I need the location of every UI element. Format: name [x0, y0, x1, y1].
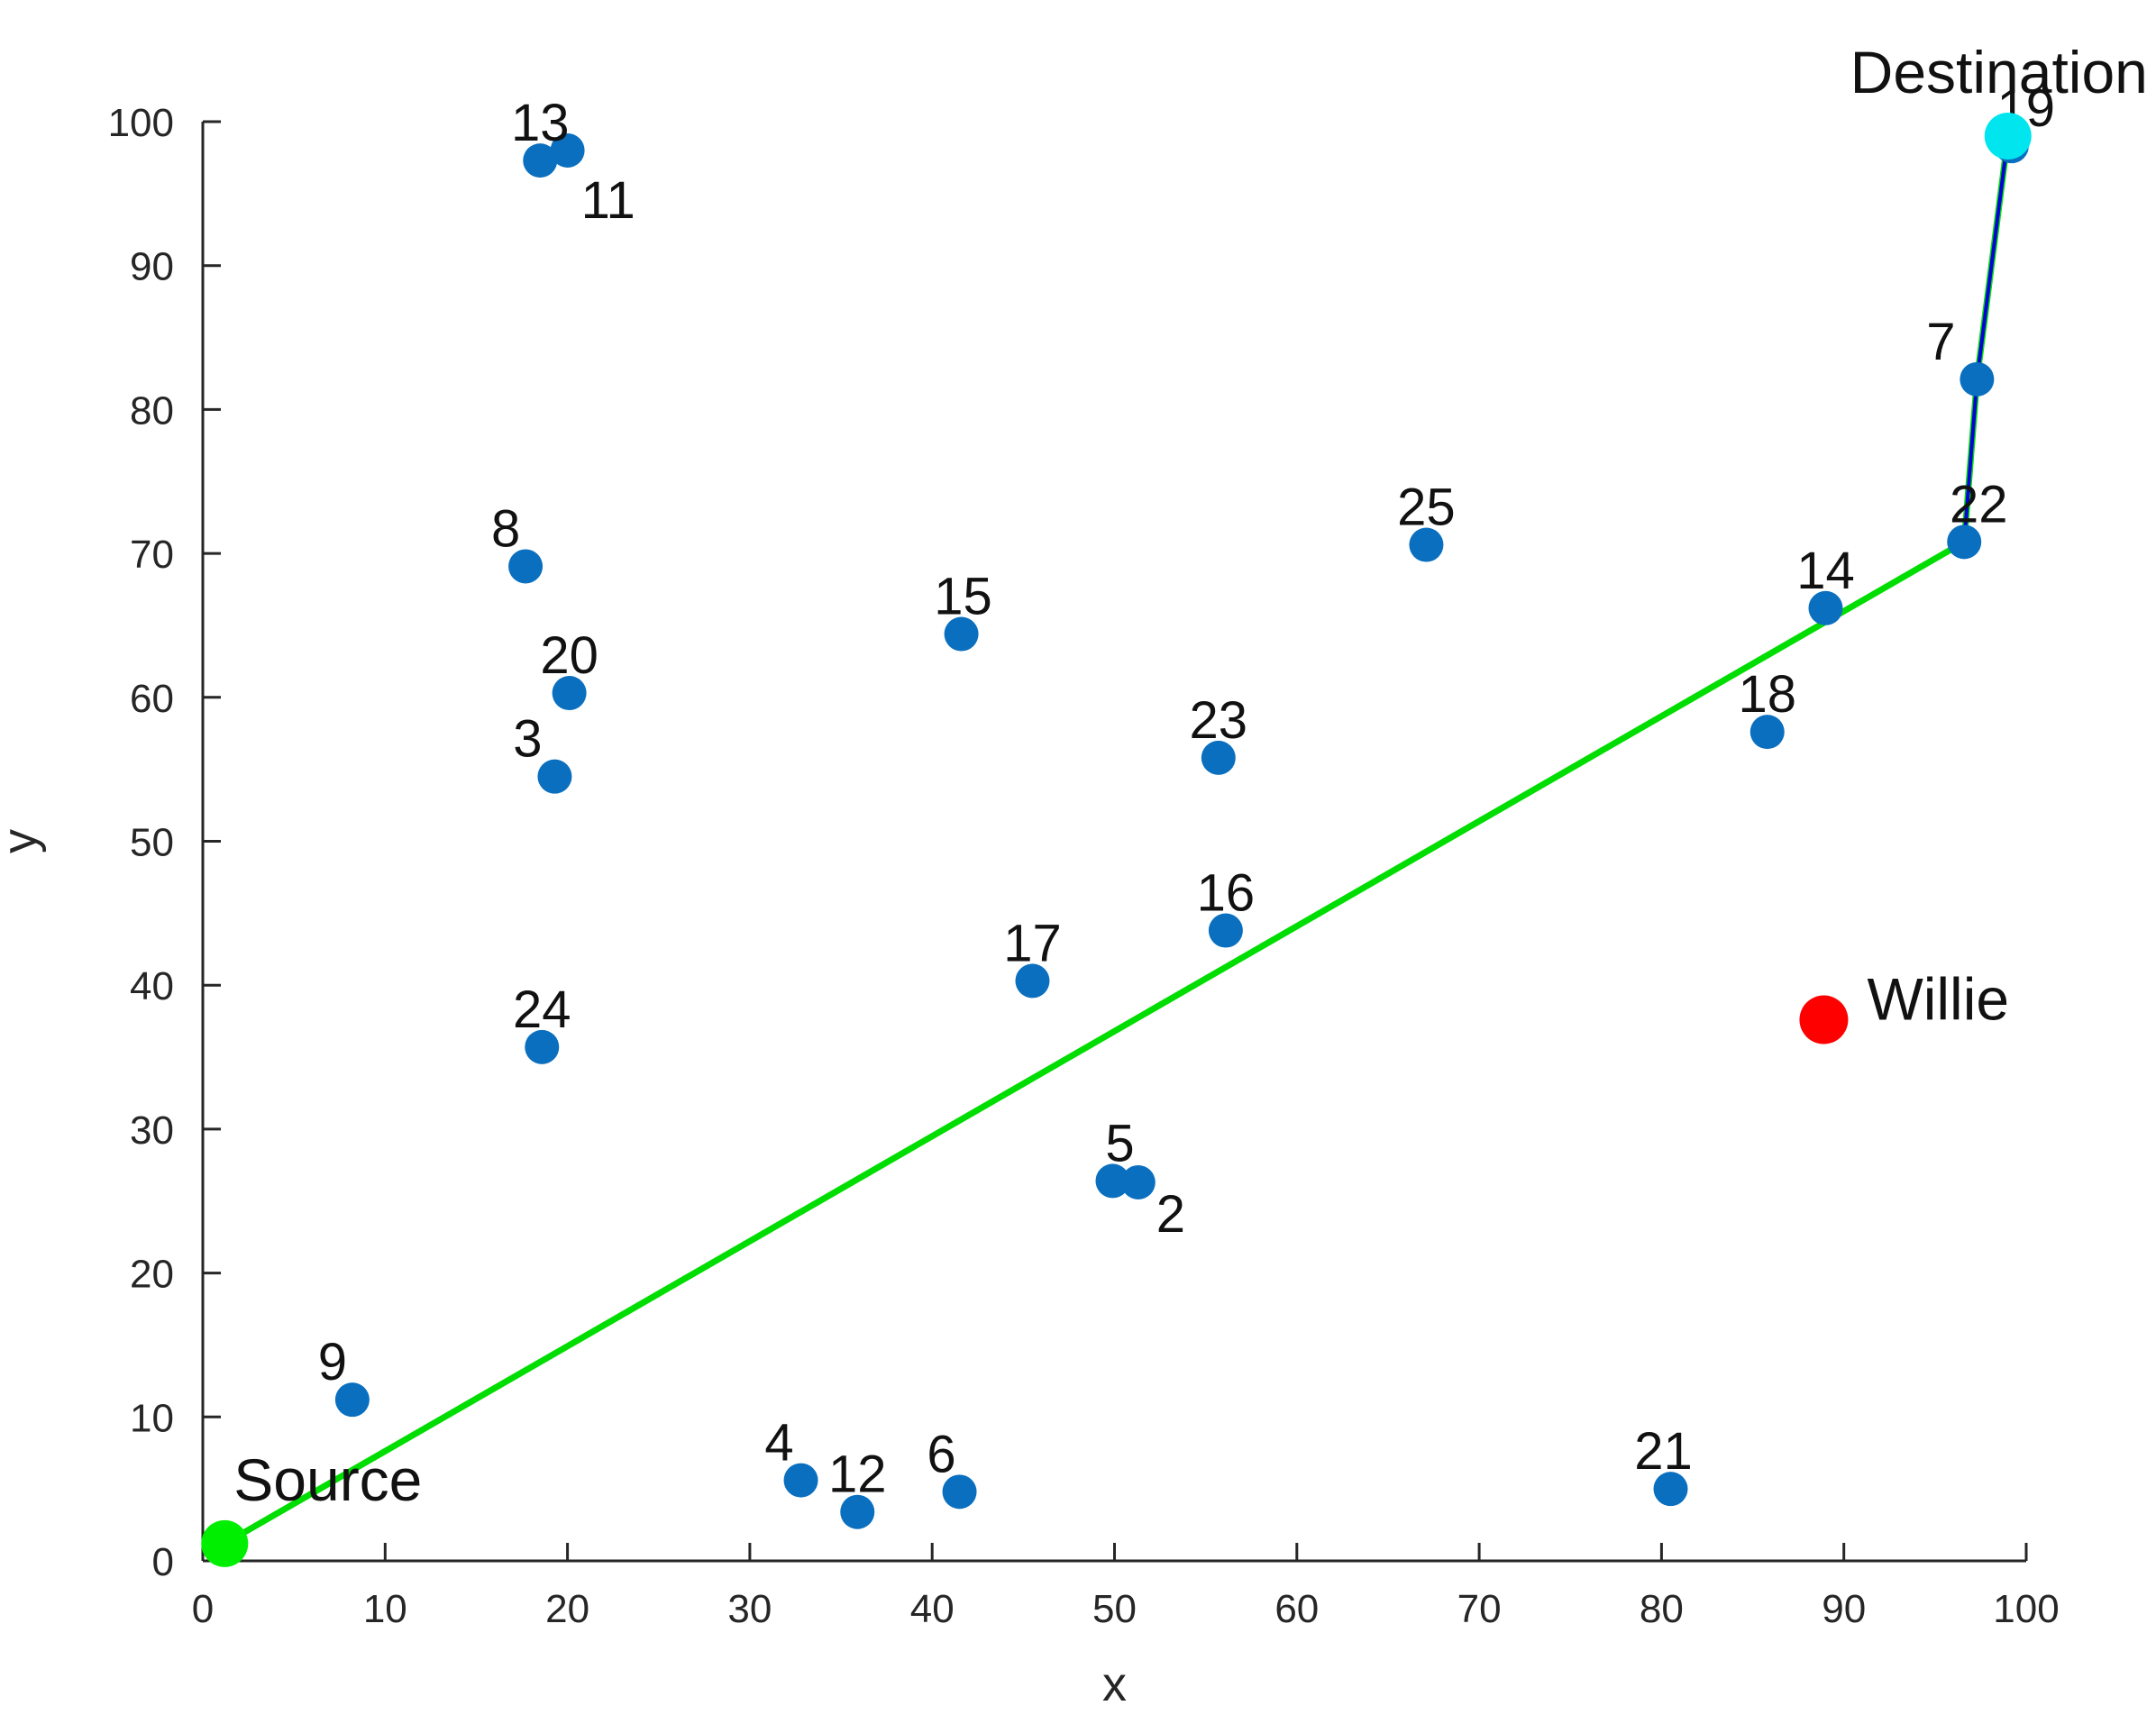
node-point-9 [334, 1382, 370, 1418]
special-points: Source Destination Willie [201, 39, 2148, 1567]
source-point [201, 1519, 249, 1567]
y-tick-label: 60 [130, 677, 174, 721]
node-label-9: 9 [318, 1333, 347, 1391]
node-point-11 [550, 132, 585, 168]
node-label-2: 2 [1156, 1185, 1185, 1244]
node-point-3 [537, 759, 572, 794]
node-point-18 [1749, 715, 1785, 750]
node-point-25 [1409, 527, 1444, 562]
node-label-11: 11 [581, 171, 635, 230]
node-point-8 [508, 549, 544, 584]
x-tick-label: 70 [1457, 1587, 1502, 1631]
x-tick-label: 30 [727, 1587, 772, 1631]
x-tick-label: 60 [1274, 1587, 1319, 1631]
node-label-7: 7 [1926, 313, 1955, 371]
node-label-25: 25 [1397, 479, 1456, 537]
x-ticks: 0 10 20 30 40 50 60 70 80 90 100 [192, 1543, 2060, 1631]
node-label-3: 3 [513, 710, 542, 769]
node-label-4: 4 [764, 1414, 793, 1473]
y-tick-label: 70 [130, 533, 174, 577]
y-tick-label: 50 [130, 821, 174, 865]
route-paths [223, 135, 2012, 1546]
node-point-17 [1015, 963, 1050, 999]
node-label-24: 24 [513, 981, 571, 1039]
node-point-5 [1095, 1163, 1130, 1199]
source-label: Source [233, 1446, 422, 1513]
node-point-24 [525, 1029, 560, 1064]
node-label-21: 21 [1634, 1422, 1693, 1481]
y-tick-label: 100 [108, 101, 174, 145]
node-point-7 [1960, 361, 1995, 397]
node-label-18: 18 [1738, 665, 1796, 724]
route-path-1 [223, 135, 2012, 1546]
x-tick-label: 10 [363, 1587, 407, 1631]
destination-label: Destination [1850, 39, 2148, 105]
node-label-14: 14 [1796, 542, 1855, 600]
node-point-23 [1201, 740, 1236, 775]
willie-label: Willie [1867, 966, 2009, 1033]
node-label-17: 17 [1003, 914, 1062, 972]
x-tick-label: 50 [1092, 1587, 1137, 1631]
node-point-13 [523, 143, 558, 178]
node-point-2 [1120, 1164, 1156, 1199]
willie-point [1799, 995, 1849, 1044]
node-point-20 [552, 676, 587, 711]
node-label-15: 15 [934, 568, 992, 626]
node-point-14 [1808, 590, 1843, 625]
node-point-15 [944, 616, 979, 652]
x-tick-label: 20 [545, 1587, 589, 1631]
node-label-8: 8 [491, 499, 520, 558]
node-label-16: 16 [1197, 864, 1256, 923]
x-tick-label: 100 [1993, 1587, 2059, 1631]
y-axis-label: y [0, 829, 47, 853]
node-point-21 [1653, 1472, 1688, 1507]
y-ticks: 0 10 20 30 40 50 60 70 80 90 100 [108, 101, 221, 1584]
y-tick-label: 40 [130, 964, 174, 1008]
x-tick-label: 40 [910, 1587, 955, 1631]
y-tick-label: 10 [130, 1396, 174, 1440]
axes: 0 10 20 30 40 50 60 70 80 90 100 01020304050607080… [108, 101, 2060, 1631]
y-tick-label: 30 [130, 1108, 174, 1153]
node-label-22: 22 [1950, 475, 2008, 534]
x-tick-label: 0 [192, 1587, 214, 1631]
destination-point [1984, 112, 2032, 160]
node-label-20: 20 [540, 626, 598, 685]
y-tick-label: 0 [152, 1540, 174, 1584]
node-label-6: 6 [927, 1425, 955, 1483]
x-axis-label: x [1102, 1657, 1127, 1711]
node-point-22 [1947, 524, 1982, 560]
y-tick-label: 20 [130, 1253, 174, 1297]
node-point-4 [783, 1463, 818, 1498]
node-label-12: 12 [828, 1446, 887, 1504]
node-label-23: 23 [1190, 691, 1248, 750]
x-tick-label: 90 [1822, 1587, 1866, 1631]
node-label-13: 13 [511, 94, 570, 152]
x-tick-label: 80 [1640, 1587, 1684, 1631]
node-point-12 [840, 1494, 875, 1529]
y-tick-label: 80 [130, 388, 174, 433]
node-point-6 [942, 1474, 977, 1510]
node-label-5: 5 [1105, 1114, 1134, 1172]
y-tick-label: 90 [130, 245, 174, 289]
node-point-16 [1208, 913, 1243, 948]
